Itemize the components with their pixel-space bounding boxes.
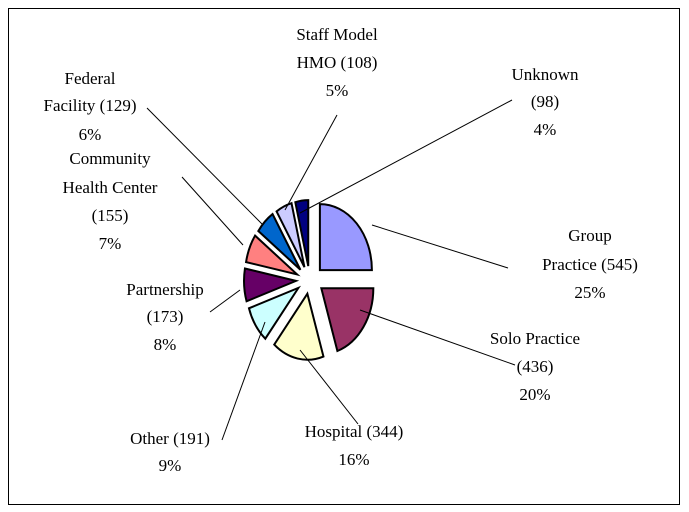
slice-label: HMO (108) [297,53,378,72]
leader-line [359,309,516,366]
pie-slice [257,212,302,271]
pie-slice [320,287,375,353]
leader-line [299,99,513,214]
pie-slice [244,234,301,277]
pie-slice [243,267,300,303]
slice-percent: 4% [534,120,557,139]
slice-percent: 25% [574,283,605,302]
slice-percent: 20% [519,385,550,404]
slice-label: Practice (545) [542,255,638,274]
slice-percent: 6% [79,125,102,144]
slice-label: Facility (129) [43,96,136,115]
slice-percent: 16% [338,450,369,469]
leader-line [221,321,266,441]
leader-line [209,289,241,313]
slice-label: Community [69,149,151,168]
slice-label: Other (191) [130,429,210,448]
pie-slice [275,201,306,268]
pie-slice [272,291,325,361]
pie-slice [294,199,310,267]
slice-label: Unknown [511,65,579,84]
leader-line [181,176,244,246]
slice-label: Federal [65,69,116,88]
slice-label: (98) [531,92,559,111]
leader-line [299,349,359,425]
slice-percent: 8% [154,335,177,354]
slice-label: Hospital (344) [305,422,404,441]
slice-percent: 7% [99,234,122,253]
slice-label: Solo Practice [490,329,580,348]
slice-label: (155) [92,206,129,225]
slice-percent: 5% [326,81,349,100]
leader-line [371,224,509,269]
pie-slice [318,203,373,272]
slice-percent: 9% [159,456,182,475]
leader-line [284,114,338,211]
slice-label: (173) [147,307,184,326]
leader-line [146,107,264,226]
slice-label: Staff Model [296,25,378,44]
slice-label: Partnership [126,280,203,299]
pie-slice [247,285,302,341]
slice-label: Health Center [63,178,158,197]
slice-label: Group [568,226,611,245]
slice-label: (436) [517,357,554,376]
